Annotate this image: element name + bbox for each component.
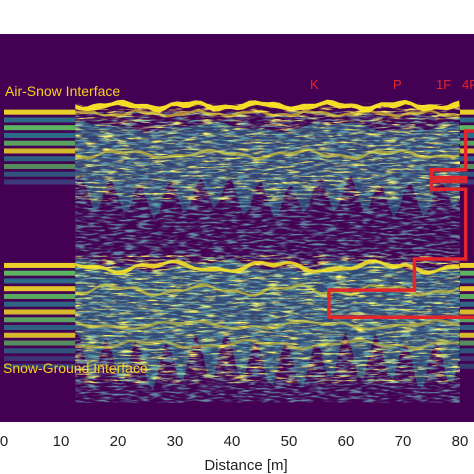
reference-stripe <box>460 356 474 362</box>
reference-stripe <box>4 156 76 162</box>
reference-stripe <box>4 356 76 362</box>
teal-speckle <box>75 111 460 403</box>
reference-stripe <box>4 171 76 177</box>
reference-stripe <box>460 325 474 330</box>
reference-stripe <box>460 301 474 307</box>
x-tick-label: 60 <box>338 433 355 450</box>
x-tick-label: 50 <box>281 433 298 450</box>
reference-stripe <box>460 317 474 323</box>
reference-stripe <box>460 109 474 115</box>
reference-stripe <box>4 262 76 268</box>
x-tick-label: 20 <box>110 433 127 450</box>
reference-stripe <box>460 278 474 284</box>
reference-stripe <box>460 332 474 338</box>
reference-stripe <box>4 109 76 115</box>
hardness-label-1f: 1F <box>436 77 451 92</box>
reference-stripe <box>4 348 76 354</box>
x-tick-label: 80 <box>452 433 469 450</box>
x-tick-label: 10 <box>53 433 70 450</box>
x-axis: 0 10 20 30 40 50 60 70 80 <box>0 433 468 450</box>
reference-stripe <box>4 117 76 123</box>
reference-stripes-left <box>4 109 76 369</box>
reference-stripe <box>4 125 76 131</box>
snow-ground-interface-label: Snow-Ground Interface <box>3 360 148 376</box>
reference-stripe <box>4 179 76 185</box>
ground-reflection <box>75 338 460 351</box>
reference-stripe <box>4 325 76 330</box>
x-axis-label: Distance [m] <box>204 457 287 474</box>
air-snow-interface-label: Air-Snow Interface <box>5 83 120 99</box>
reference-stripe <box>460 340 474 346</box>
reference-stripe <box>4 301 76 307</box>
reference-stripe <box>4 140 76 146</box>
reference-stripe <box>460 348 474 354</box>
hardness-label-k: K <box>310 77 319 92</box>
air-snow-reflection <box>75 99 460 113</box>
reference-stripe <box>460 293 474 299</box>
reference-stripe <box>4 309 76 315</box>
reference-stripe <box>4 340 76 346</box>
air-snow-reflection-2 <box>75 109 460 118</box>
reference-stripe <box>4 163 76 169</box>
reference-stripe <box>4 286 76 292</box>
reference-stripe <box>4 317 76 323</box>
reflection-bands <box>75 99 460 403</box>
reference-stripe <box>460 171 474 177</box>
hardness-label-p: P <box>393 77 402 92</box>
reference-stripe <box>4 270 76 276</box>
reference-stripe <box>4 332 76 338</box>
internal-layer-3 <box>75 282 460 297</box>
x-tick-label: 40 <box>224 433 241 450</box>
reference-stripe <box>460 363 474 369</box>
reference-stripe <box>460 125 474 131</box>
reference-stripe <box>460 270 474 276</box>
reference-stripe <box>4 363 76 369</box>
reference-stripe <box>460 117 474 123</box>
reference-stripe <box>460 309 474 315</box>
hardness-label-4f: 4F <box>462 77 474 92</box>
internal-layer-2 <box>75 259 460 276</box>
reference-stripe <box>4 293 76 299</box>
x-tick-label: 70 <box>395 433 412 450</box>
reference-stripe <box>460 262 474 268</box>
reference-stripe <box>4 278 76 284</box>
x-tick-label: 0 <box>0 433 8 450</box>
internal-layer-4 <box>75 319 460 331</box>
reference-stripe <box>4 148 76 154</box>
reference-stripe <box>460 286 474 292</box>
hardness-profile-line <box>327 129 474 319</box>
x-tick-label: 30 <box>167 433 184 450</box>
reference-stripe <box>4 132 76 138</box>
internal-layer-1 <box>75 148 460 161</box>
